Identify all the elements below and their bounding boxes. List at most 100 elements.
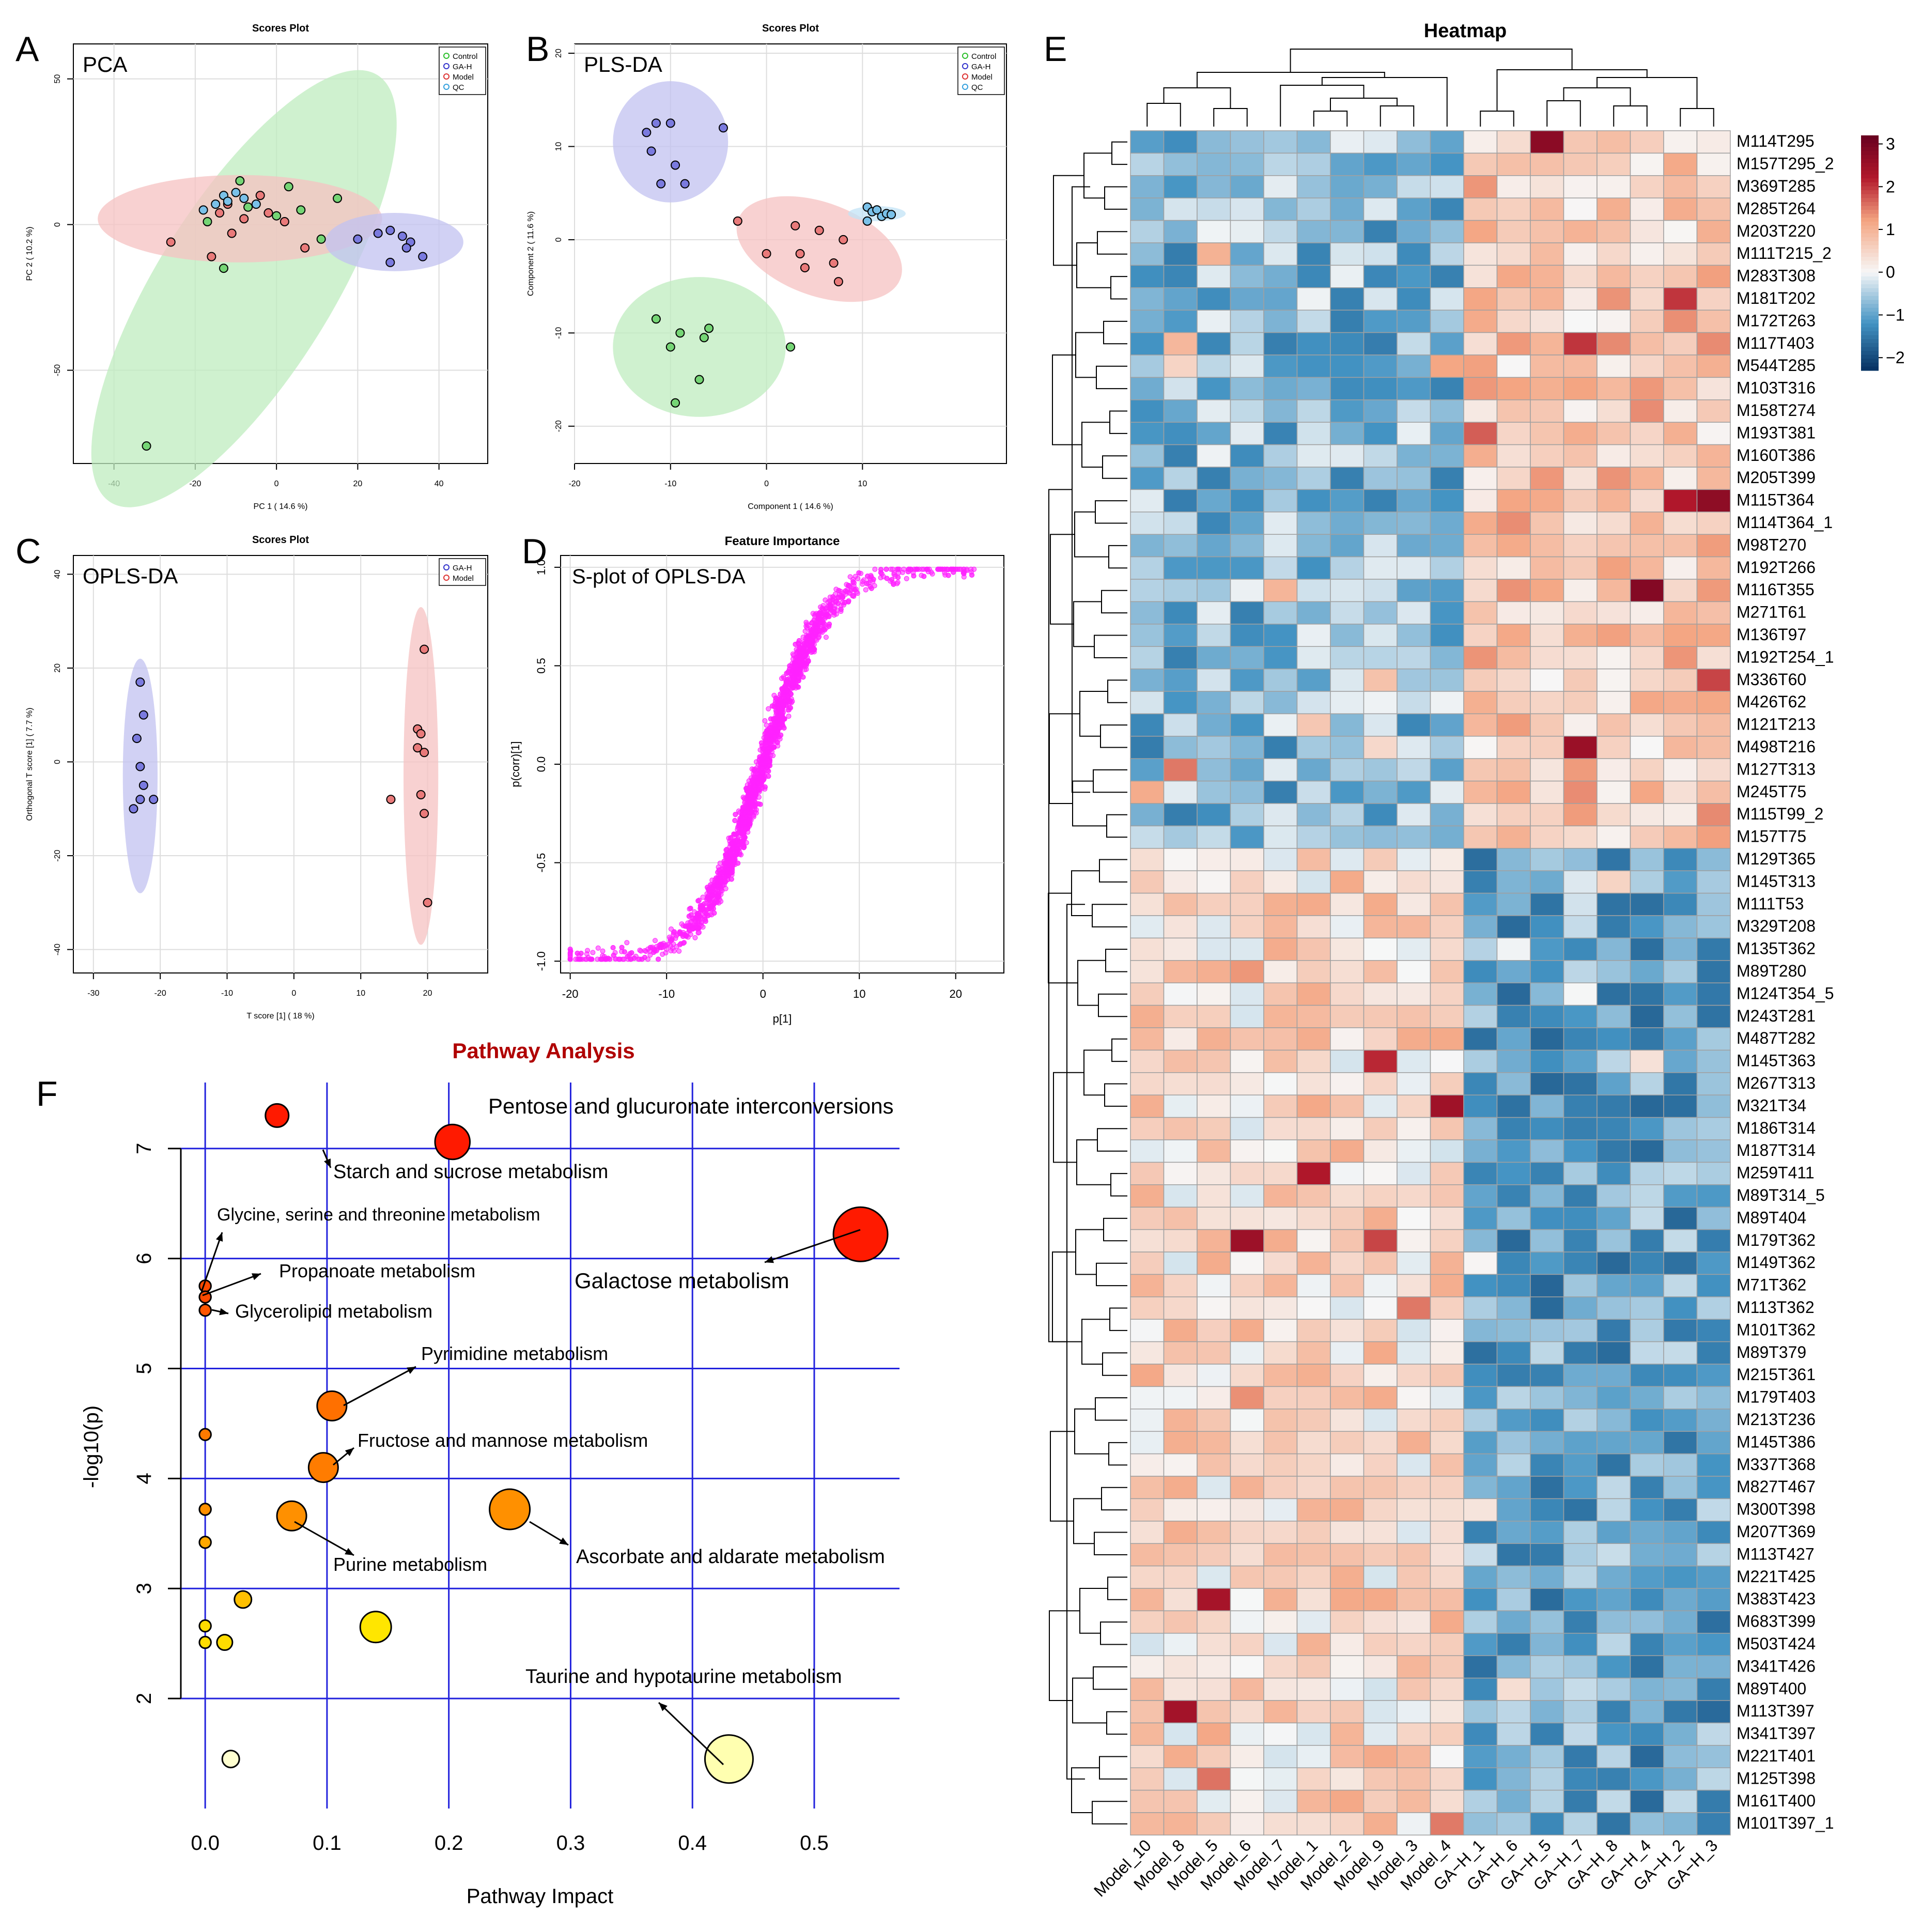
heatmap-cell: [1597, 556, 1631, 580]
x-tick-label: 0.3: [556, 1832, 585, 1854]
heatmap-cell: [1597, 624, 1631, 647]
heatmap-cell: [1663, 175, 1698, 198]
heatmap-cell: [1530, 1139, 1564, 1163]
heatmap-cell: [1330, 1364, 1365, 1387]
heatmap-cell: [1597, 1162, 1631, 1185]
heatmap-cell: [1230, 220, 1264, 243]
row-label: M181T202: [1737, 289, 1816, 307]
score-point: [333, 193, 343, 203]
colorbar-segment: [1861, 253, 1879, 257]
heatmap-cell: [1330, 579, 1365, 602]
heatmap-cell: [1597, 1431, 1631, 1455]
heatmap-cell: [1463, 1409, 1498, 1432]
colorbar-segment: [1861, 265, 1879, 269]
heatmap-cell: [1163, 579, 1198, 602]
heatmap-cell: [1263, 758, 1298, 782]
heatmap-cell: [1330, 1521, 1365, 1544]
heatmap-cell: [1663, 848, 1698, 871]
heatmap-cell: [1496, 332, 1531, 356]
heatmap-cell: [1563, 1004, 1598, 1028]
heatmap-cell: [1330, 354, 1365, 378]
splot-point: [683, 923, 688, 929]
heatmap-cell: [1463, 332, 1498, 356]
score-point: [135, 795, 145, 805]
row-label: M426T62: [1737, 692, 1806, 711]
heatmap-cell: [1530, 713, 1564, 737]
heatmap-cell: [1197, 399, 1231, 423]
heatmap-cell: [1330, 892, 1365, 916]
heatmap-cell: [1530, 892, 1564, 916]
heatmap-cell: [1296, 220, 1331, 243]
heatmap-cell: [1130, 1341, 1165, 1365]
heatmap-cell: [1496, 1319, 1531, 1342]
heatmap-cell: [1530, 1655, 1564, 1679]
heatmap-cell: [1696, 1117, 1731, 1140]
heatmap-cell: [1696, 534, 1731, 558]
score-point: [665, 118, 675, 128]
heatmap-cell: [1630, 287, 1664, 311]
heatmap-cell: [1163, 377, 1198, 400]
row-dendrogram-branch: [1074, 511, 1109, 558]
splot-point: [809, 620, 814, 626]
splot-point: [878, 567, 884, 573]
heatmap-cell: [1130, 1274, 1165, 1297]
heatmap-cell: [1397, 960, 1431, 983]
heatmap-cell: [1363, 467, 1398, 490]
splot-point: [796, 678, 801, 684]
heatmap-cell: [1230, 915, 1264, 939]
heatmap-cell: [1696, 1049, 1731, 1073]
heatmap-cell: [1263, 422, 1298, 445]
heatmap-cell: [1330, 152, 1365, 176]
heatmap-cell: [1230, 399, 1264, 423]
heatmap-cell: [1397, 1476, 1431, 1500]
heatmap-cell: [1696, 691, 1731, 715]
heatmap-cell: [1163, 399, 1198, 423]
heatmap-cell: [1397, 937, 1431, 961]
row-dendrogram-branch: [1048, 892, 1078, 984]
heatmap-cell: [1197, 220, 1231, 243]
heatmap-cell: [1197, 1027, 1231, 1051]
heatmap-cell: [1663, 1049, 1698, 1073]
heatmap-cell: [1496, 1453, 1531, 1477]
heatmap-cell: [1230, 1677, 1264, 1701]
heatmap-cell: [1597, 265, 1631, 288]
heatmap-cell: [1530, 1004, 1564, 1028]
score-point: [142, 441, 151, 451]
heatmap-cell: [1397, 1677, 1431, 1701]
score-point: [166, 237, 176, 247]
heatmap-cell: [1363, 1319, 1398, 1342]
heatmap-cell: [1230, 1049, 1264, 1073]
pathway-bubble: [198, 1635, 212, 1649]
heatmap-cell: [1663, 1431, 1698, 1455]
splot-point: [611, 952, 616, 958]
heatmap-cell: [1663, 1162, 1698, 1185]
heatmap-cell: [1363, 1386, 1398, 1410]
heatmap-cell: [1563, 1767, 1598, 1791]
heatmap-cell: [1330, 1049, 1365, 1073]
splot-point: [852, 587, 858, 593]
heatmap-cell: [1463, 825, 1498, 849]
y-tick-label: 7: [133, 1143, 156, 1154]
y-tick-label: -1.0: [535, 951, 548, 971]
column-dendrogram-branch: [1290, 49, 1573, 72]
legend-marker: [443, 73, 450, 80]
row-label: M187T314: [1737, 1141, 1816, 1160]
colorbar-segment: [1861, 319, 1879, 324]
heatmap-cell: [1463, 354, 1498, 378]
heatmap-cell: [1296, 534, 1331, 558]
splot-point: [962, 569, 967, 575]
heatmap-cell: [1130, 1498, 1165, 1522]
heatmap-cell: [1430, 220, 1464, 243]
heatmap-cell: [1296, 1072, 1331, 1095]
heatmap-cell: [1330, 1117, 1365, 1140]
heatmap-cell: [1163, 265, 1198, 288]
heatmap-cell: [1496, 848, 1531, 871]
heatmap-cell: [1197, 892, 1231, 916]
row-label: M259T411: [1737, 1164, 1815, 1182]
splot-point: [647, 952, 653, 958]
splot-point: [765, 753, 770, 759]
plot-title: Scores Plot: [252, 23, 309, 34]
heatmap-cell: [1263, 197, 1298, 221]
row-dendrogram-branch: [1097, 1128, 1127, 1152]
heatmap-cell: [1496, 444, 1531, 468]
